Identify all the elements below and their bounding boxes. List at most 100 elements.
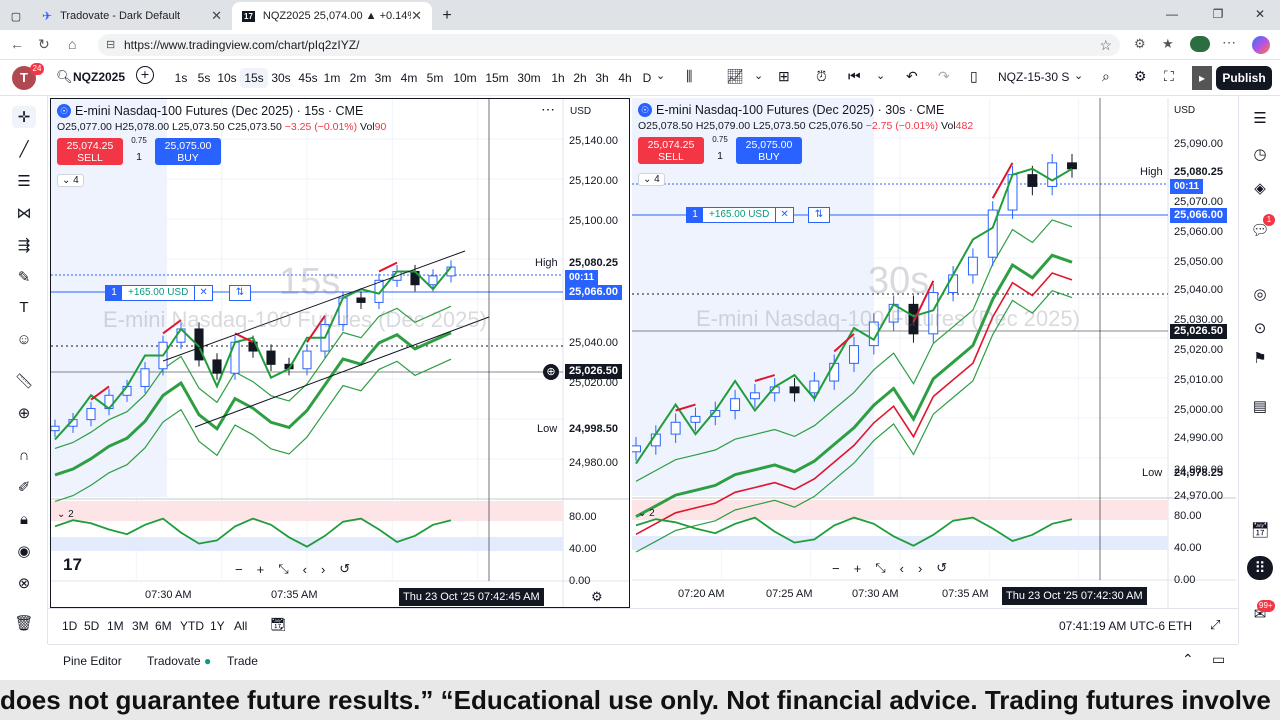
apps-grid-icon[interactable]: ⠿ (1247, 556, 1273, 580)
buy-button[interactable]: 25,075.00 BUY (736, 137, 802, 164)
site-info-icon[interactable]: ⊟ (106, 39, 116, 51)
timeframe-30s[interactable]: 30s (271, 71, 291, 85)
maximize-icon[interactable]: ❐ (1212, 7, 1224, 21)
range-5d[interactable]: 5D (84, 619, 100, 633)
range-ytd[interactable]: YTD (180, 619, 204, 633)
tab-pine-editor[interactable]: Pine Editor (63, 654, 122, 668)
target-icon[interactable]: ◎ (1253, 286, 1267, 303)
zoom-in-icon[interactable]: ⊕ (17, 405, 31, 422)
scroll-right-icon[interactable]: › (917, 560, 923, 576)
reverse-position-icon[interactable]: ⇅ (808, 207, 830, 223)
alerts-clock-icon[interactable]: ◷ (1253, 146, 1267, 163)
timeframe-1m[interactable]: 1m (323, 71, 341, 85)
timeframe-2h[interactable]: 2h (573, 71, 587, 85)
minimize-icon[interactable]: — (1166, 7, 1178, 21)
timeframe-D[interactable]: D (642, 71, 652, 85)
layout-name[interactable]: NQZ-15-30 S (998, 70, 1070, 84)
zoom-out-icon[interactable]: − (832, 560, 840, 576)
chevron-down-icon[interactable]: ⌄ (754, 70, 764, 82)
zoom-in-icon[interactable]: + (853, 560, 862, 576)
auto-scale-icon[interactable]: ⤢ (1210, 617, 1221, 632)
text-icon[interactable]: T (19, 298, 29, 316)
compare-symbol-icon[interactable]: + (136, 66, 154, 84)
extensions-icon[interactable]: ⚙ (1134, 36, 1146, 51)
close-tab-icon[interactable]: ✕ (411, 8, 422, 23)
chart-title[interactable]: E-mini Nasdaq-100 Futures (Dec 2025) · 1… (75, 104, 364, 118)
timeframe-1h[interactable]: 1h (551, 71, 565, 85)
scroll-left-icon[interactable]: ‹ (899, 560, 904, 576)
timeframe-10s[interactable]: 10s (217, 71, 237, 85)
ideas-icon[interactable]: ⊙ (1253, 320, 1267, 337)
search-icon[interactable]: 🔍︎ (56, 69, 73, 84)
sell-button[interactable]: 25,074.25 SELL (638, 137, 704, 164)
indicators-collapse[interactable]: ⌄ 4 (57, 174, 84, 187)
layout-panel-icon[interactable]: ▯ (970, 68, 978, 84)
timeframe-2m[interactable]: 2m (349, 71, 367, 85)
draw-mode-icon[interactable]: ✐ (17, 479, 31, 496)
news-icon[interactable]: ▤ (1252, 398, 1268, 415)
fib-icon[interactable]: ☰ (17, 173, 31, 190)
quick-search-icon[interactable]: ⌕ (1102, 68, 1110, 84)
indicators-icon[interactable]: 📈︎ (726, 68, 744, 84)
reset-scale-icon[interactable]: ⤡ (278, 561, 289, 576)
forecast-icon[interactable]: ⇶ (17, 237, 31, 254)
range-1m[interactable]: 1M (107, 619, 124, 633)
magnet-icon[interactable]: ∩ (18, 446, 30, 464)
timeframe-15m[interactable]: 15m (485, 71, 509, 85)
zoom-out-icon[interactable]: − (235, 561, 243, 577)
collapse-panel-icon[interactable]: ⌃ (1182, 651, 1194, 667)
scroll-right-icon[interactable]: › (320, 561, 326, 577)
timeframe-3h[interactable]: 3h (595, 71, 609, 85)
layers-icon[interactable]: ◈ (1254, 180, 1266, 197)
fullscreen-icon[interactable]: ⛶ (1164, 68, 1174, 84)
quantity-input[interactable]: 1 (717, 150, 723, 162)
quantity-input[interactable]: 1 (136, 151, 142, 163)
pattern-icon[interactable]: ⋈ (16, 205, 32, 222)
oscillator-collapse[interactable]: ⌄ 2 (638, 508, 655, 519)
right-chart-canvas[interactable] (632, 98, 1236, 608)
redo-icon[interactable]: ↷ (938, 68, 950, 84)
chat-icon[interactable]: 💬︎ (1250, 222, 1270, 239)
replay-icon[interactable]: ⏮ (848, 68, 861, 84)
range-1d[interactable]: 1D (62, 619, 78, 633)
chart-settings-icon[interactable]: ⚙ (591, 589, 603, 604)
close-window-icon[interactable]: ✕ (1254, 7, 1266, 21)
position-line-label[interactable]: 1 +165.00 USD ✕ (105, 285, 213, 301)
profile-avatar[interactable] (1190, 36, 1210, 52)
reverse-position-icon[interactable]: ⇅ (229, 285, 251, 301)
browser-tab-tradovate[interactable]: ✈ Tradovate - Dark Default ✕ (32, 2, 232, 30)
back-icon[interactable]: ← (10, 36, 24, 52)
layouts-icon[interactable]: ⊞ (778, 68, 790, 84)
trash-icon[interactable]: 🗑︎ (14, 615, 34, 632)
settings-gear-icon[interactable]: ⚙ (1134, 68, 1147, 84)
scroll-left-icon[interactable]: ‹ (302, 561, 307, 577)
home-icon[interactable]: ⌂ (68, 36, 77, 52)
eye-icon[interactable]: ◉ (17, 543, 31, 560)
ruler-icon[interactable]: 📏︎ (14, 373, 34, 390)
timeframe-1s[interactable]: 1s (174, 71, 188, 85)
more-options-icon[interactable]: ⋯ (541, 101, 555, 117)
timeframe-5s[interactable]: 5s (197, 71, 211, 85)
reset-chart-icon[interactable]: ↺ (339, 561, 351, 576)
more-icon[interactable]: ⋯ (1222, 34, 1236, 50)
timeframe-10m[interactable]: 10m (453, 71, 477, 85)
chart-title[interactable]: E-mini Nasdaq-100 Futures (Dec 2025) · 3… (656, 103, 945, 117)
buy-button[interactable]: 25,075.00 BUY (155, 138, 221, 165)
snapshot-icon[interactable]: ▸ (1192, 66, 1212, 90)
sell-button[interactable]: 25,074.25 SELL (57, 138, 123, 165)
lock-icon[interactable]: 🔒︎ (20, 510, 28, 528)
chevron-down-icon[interactable]: ⌄ (656, 70, 666, 82)
position-line-label[interactable]: 1 +165.00 USD ✕ (686, 207, 794, 223)
right-chart-pane[interactable]: 30s E-mini Nasdaq-100 Futures (Dec 2025)… (632, 98, 1236, 608)
timeframe-4m[interactable]: 4m (400, 71, 418, 85)
indicators-collapse[interactable]: ⌄ 4 (638, 173, 665, 186)
timeframe-4h[interactable]: 4h (618, 71, 632, 85)
url-input[interactable]: ⊟ https://www.tradingview.com/chart/pIq2… (98, 34, 1120, 56)
chevron-down-icon[interactable]: ⌄ (876, 70, 886, 82)
browser-tab-tradingview[interactable]: 17 NQZ2025 25,074.00 ▲ +0.14% N ✕ (232, 2, 432, 30)
reset-chart-icon[interactable]: ↺ (936, 560, 948, 575)
timeframe-45s[interactable]: 45s (298, 71, 318, 85)
reset-scale-icon[interactable]: ⤡ (875, 560, 886, 575)
range-6m[interactable]: 6M (155, 619, 172, 633)
session-clock[interactable]: 07:41:19 AM UTC-6 (1059, 619, 1166, 633)
